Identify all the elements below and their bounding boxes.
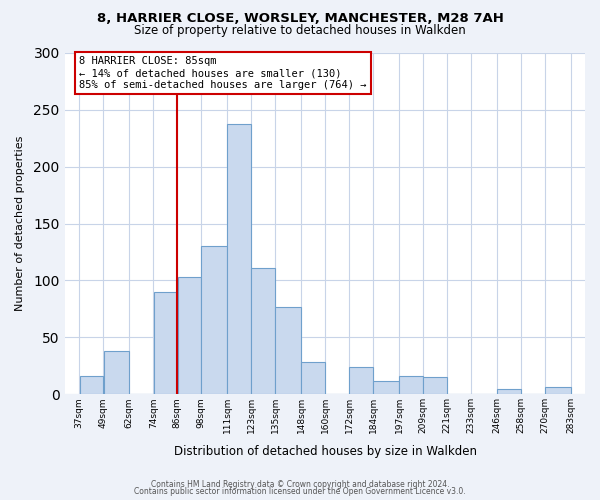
- Bar: [154, 292, 177, 394]
- Bar: [497, 388, 521, 394]
- Bar: [178, 277, 201, 394]
- Text: Size of property relative to detached houses in Walkden: Size of property relative to detached ho…: [134, 24, 466, 37]
- Y-axis label: Number of detached properties: Number of detached properties: [15, 136, 25, 312]
- Text: 8, HARRIER CLOSE, WORSLEY, MANCHESTER, M28 7AH: 8, HARRIER CLOSE, WORSLEY, MANCHESTER, M…: [97, 12, 503, 26]
- Bar: [301, 362, 325, 394]
- Bar: [251, 268, 275, 394]
- Bar: [424, 377, 447, 394]
- Bar: [545, 388, 571, 394]
- Bar: [104, 351, 129, 394]
- Bar: [373, 380, 399, 394]
- Bar: [80, 376, 103, 394]
- Bar: [202, 246, 227, 394]
- Bar: [400, 376, 423, 394]
- Bar: [349, 367, 373, 394]
- X-axis label: Distribution of detached houses by size in Walkden: Distribution of detached houses by size …: [173, 444, 476, 458]
- Bar: [275, 306, 301, 394]
- Text: Contains HM Land Registry data © Crown copyright and database right 2024.: Contains HM Land Registry data © Crown c…: [151, 480, 449, 489]
- Text: Contains public sector information licensed under the Open Government Licence v3: Contains public sector information licen…: [134, 487, 466, 496]
- Bar: [227, 124, 251, 394]
- Text: 8 HARRIER CLOSE: 85sqm
← 14% of detached houses are smaller (130)
85% of semi-de: 8 HARRIER CLOSE: 85sqm ← 14% of detached…: [79, 56, 367, 90]
